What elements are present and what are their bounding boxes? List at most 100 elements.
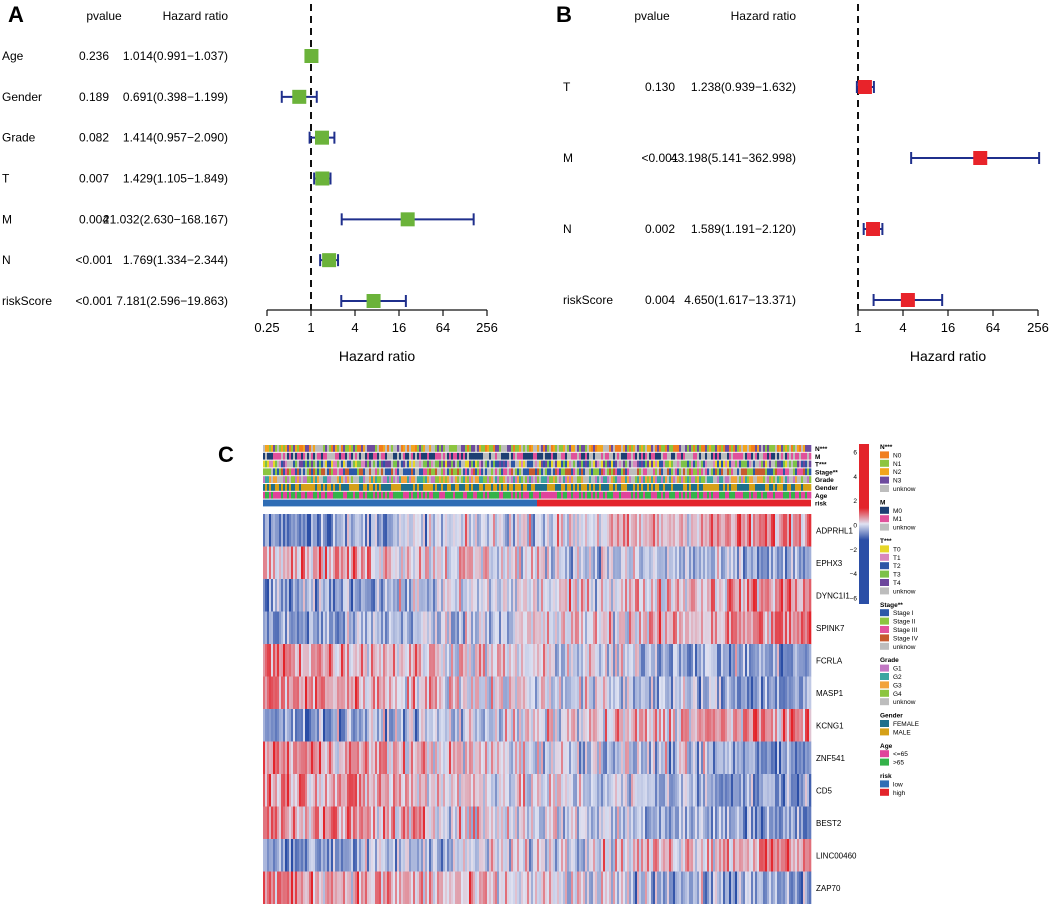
annotation-cell [391,476,394,483]
heatmap-cell [767,611,770,645]
annotation-cell [369,460,372,468]
annotation-cell [405,452,408,460]
heatmap-cell [487,774,490,807]
heatmap-cell [293,806,296,840]
heatmap-cell [721,546,724,580]
annotation-cell [363,468,366,476]
heatmap-cell [423,741,426,775]
annotation-cell [289,460,292,468]
heatmap-cell [433,774,436,807]
annotation-cell [483,445,486,452]
heatmap-cell [597,839,600,872]
heatmap-cell [443,839,446,872]
heatmap-cell [741,611,744,645]
heatmap-cell [601,676,604,710]
heatmap-cell [293,709,296,742]
heatmap-cell [633,741,636,775]
heatmap-cell [445,709,448,742]
annotation-cell [609,476,612,483]
annotation-cell [321,445,324,452]
heatmap-cell [563,741,566,775]
heatmap-cell [613,644,616,677]
heatmap-cell [795,741,798,775]
annotation-cell [381,484,384,491]
heatmap-cell [547,741,550,775]
annotation-cell [519,491,522,499]
heatmap-cell [405,774,408,807]
heatmap-cell [637,546,640,580]
annotation-cell [567,460,570,468]
heatmap-cell [429,741,432,775]
heatmap-cell [453,741,456,775]
heatmap-cell [465,546,468,580]
heatmap-cell [341,709,344,742]
annotation-cell [525,476,528,483]
heatmap-cell [625,644,628,677]
heatmap-cell [727,611,730,645]
annotation-cell [279,445,282,452]
heatmap-cell [669,774,672,807]
annotation-cell [539,491,542,499]
heatmap-cell [571,709,574,742]
heatmap-cell [615,546,618,580]
heatmap-cell [501,806,504,840]
forest-b-row-pvalue: 0.002 [645,222,675,236]
annotation-cell [593,468,596,476]
annotation-cell [427,452,430,460]
heatmap-cell [503,514,506,547]
heatmap-cell [755,514,758,547]
heatmap-cell [779,774,782,807]
annotation-cell [455,460,458,468]
annotation-cell [753,468,756,476]
heatmap-cell [283,579,286,612]
heatmap-cell [611,514,614,547]
heatmap-cell [287,546,290,580]
heatmap-cell [695,709,698,742]
heatmap-cell [375,774,378,807]
annotation-cell [293,484,296,491]
annotation-cell [753,452,756,460]
annotation-cell [595,491,598,499]
heatmap-cell [309,676,312,710]
annotation-cell [767,476,770,483]
heatmap-cell [497,774,500,807]
heatmap-cell [349,774,352,807]
heatmap-cell [605,709,608,742]
heatmap-cell [361,644,364,677]
annotation-cell [399,445,402,452]
heatmap-cell [777,546,780,580]
annotation-cell [507,491,510,499]
heatmap-cell [355,644,358,677]
annotation-cell [781,445,784,452]
heatmap-cell [701,546,704,580]
heatmap-cell [697,546,700,580]
annotation-cell [475,484,478,491]
heatmap-cell [695,741,698,775]
heatmap-cell [677,709,680,742]
heatmap-cell [665,806,668,840]
annotation-cell [623,460,626,468]
annotation-cell [555,460,558,468]
heatmap-cell [435,644,438,677]
heatmap-cell [315,839,318,872]
heatmap-cell [535,514,538,547]
heatmap-cell [491,839,494,872]
heatmap-cell [449,839,452,872]
heatmap-cell [609,676,612,710]
heatmap-cell [537,644,540,677]
annotation-cell [557,491,560,499]
annotation-cell [457,452,460,460]
heatmap-cell [545,579,548,612]
forest-a-row-hr: 1.429(1.105−1.849) [123,172,228,186]
heatmap-cell [275,611,278,645]
heatmap-cell [643,546,646,580]
annotation-cell [675,460,678,468]
annotation-cell [429,476,432,483]
annotation-cell [491,460,494,468]
annotation-cell [615,484,618,491]
heatmap-cell [307,546,310,580]
heatmap-cell [363,709,366,742]
heatmap-cell [603,709,606,742]
annotation-cell [549,460,552,468]
heatmap-cell [769,806,772,840]
